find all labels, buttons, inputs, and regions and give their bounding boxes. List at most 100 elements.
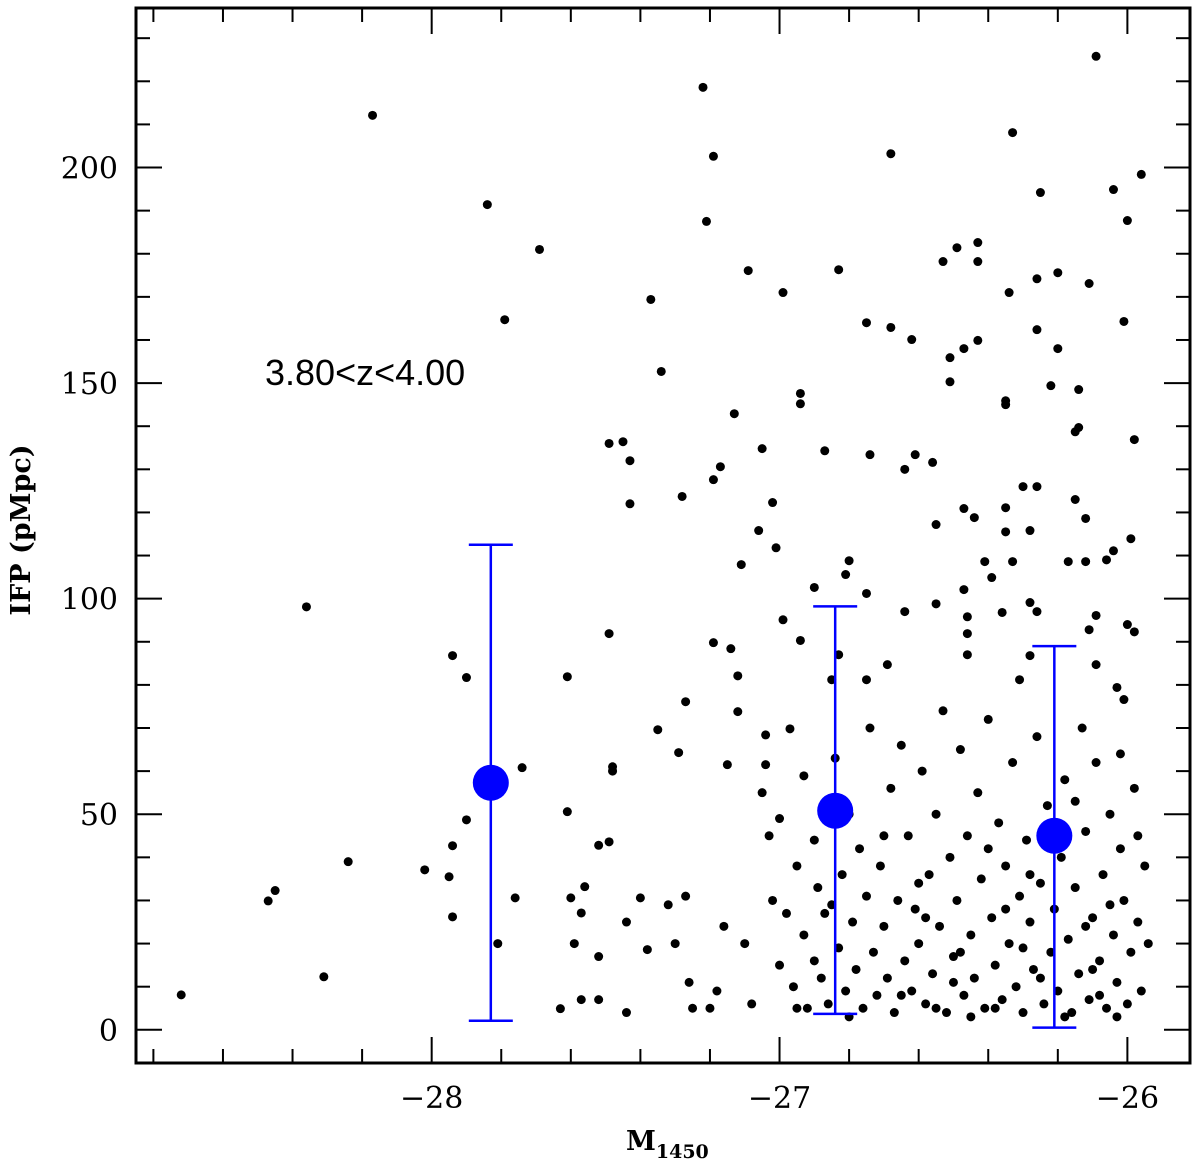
data-point xyxy=(1115,844,1125,854)
data-point xyxy=(1001,861,1011,871)
data-point xyxy=(778,615,788,625)
data-point xyxy=(952,243,962,253)
data-point xyxy=(1119,316,1129,326)
data-point xyxy=(1112,1012,1122,1022)
data-point xyxy=(1004,288,1014,298)
data-point xyxy=(743,266,753,276)
data-point xyxy=(820,446,830,456)
data-point xyxy=(861,588,871,598)
data-point xyxy=(1074,385,1084,395)
data-point xyxy=(705,1003,715,1013)
data-point xyxy=(1108,546,1118,556)
data-point xyxy=(962,629,972,639)
data-point xyxy=(921,913,931,923)
data-point xyxy=(625,456,635,466)
data-point xyxy=(1022,835,1032,845)
data-point xyxy=(1032,482,1042,492)
data-point xyxy=(1001,904,1011,914)
data-point xyxy=(1070,494,1080,504)
data-point xyxy=(510,893,520,903)
data-point xyxy=(976,874,986,884)
data-point xyxy=(594,952,604,962)
data-point xyxy=(1004,939,1014,949)
data-point xyxy=(903,831,913,841)
data-point xyxy=(795,635,805,645)
data-point xyxy=(983,714,993,724)
data-point xyxy=(663,900,673,910)
data-point xyxy=(1035,878,1045,888)
data-point xyxy=(761,760,771,770)
data-point xyxy=(886,322,896,332)
data-point xyxy=(1018,482,1028,492)
data-point xyxy=(768,498,778,508)
data-point xyxy=(1063,934,1073,944)
data-point xyxy=(270,886,280,896)
data-point xyxy=(1067,1008,1077,1018)
data-point xyxy=(917,766,927,776)
data-point xyxy=(879,921,889,931)
data-point xyxy=(681,697,691,707)
data-point xyxy=(448,841,458,851)
data-point xyxy=(882,660,892,670)
data-point xyxy=(594,995,604,1005)
data-point xyxy=(1084,625,1094,635)
data-point xyxy=(1115,749,1125,759)
data-point xyxy=(1136,986,1146,996)
data-point xyxy=(959,504,969,514)
data-point xyxy=(841,986,851,996)
y-tick-label: 0 xyxy=(99,1014,118,1049)
data-point xyxy=(959,585,969,595)
data-point xyxy=(1018,1008,1028,1018)
data-point xyxy=(1108,185,1118,195)
data-point xyxy=(893,895,903,905)
data-point xyxy=(792,1003,802,1013)
data-point xyxy=(997,607,1007,617)
data-point xyxy=(618,437,628,447)
binned-marker xyxy=(472,764,509,801)
data-point xyxy=(886,149,896,159)
data-point xyxy=(555,1004,565,1014)
data-point xyxy=(566,893,576,903)
data-point xyxy=(368,110,378,120)
data-point xyxy=(900,956,910,966)
y-tick-label: 100 xyxy=(61,583,118,618)
data-point xyxy=(736,560,746,570)
data-point xyxy=(1081,921,1091,931)
data-point xyxy=(1001,400,1011,410)
data-point xyxy=(775,960,785,970)
data-point xyxy=(882,973,892,983)
data-point xyxy=(935,921,945,931)
data-point xyxy=(952,895,962,905)
data-point xyxy=(1091,51,1101,61)
data-point xyxy=(959,344,969,354)
data-point xyxy=(969,973,979,983)
data-point xyxy=(1140,861,1150,871)
data-point xyxy=(1039,999,1049,1009)
data-point xyxy=(493,939,503,949)
data-point xyxy=(1032,325,1042,335)
data-point xyxy=(621,1008,631,1018)
data-point xyxy=(778,288,788,298)
data-point xyxy=(938,706,948,716)
data-point xyxy=(802,1003,812,1013)
x-tick-label: −27 xyxy=(748,1081,811,1116)
binned-point xyxy=(1032,644,1077,1029)
data-point xyxy=(726,644,736,654)
binned-point xyxy=(813,605,858,1016)
data-point xyxy=(608,766,618,776)
data-point xyxy=(1088,964,1098,974)
data-point xyxy=(562,807,572,817)
data-point xyxy=(924,870,934,880)
data-point xyxy=(1025,870,1035,880)
data-point xyxy=(966,930,976,940)
data-point xyxy=(997,995,1007,1005)
data-point xyxy=(809,956,819,966)
data-point xyxy=(764,831,774,841)
plot-frame xyxy=(134,6,1192,1065)
data-point xyxy=(1053,344,1063,354)
data-point xyxy=(781,908,791,918)
data-point xyxy=(955,745,965,755)
data-point xyxy=(1028,964,1038,974)
data-point xyxy=(1035,973,1045,983)
